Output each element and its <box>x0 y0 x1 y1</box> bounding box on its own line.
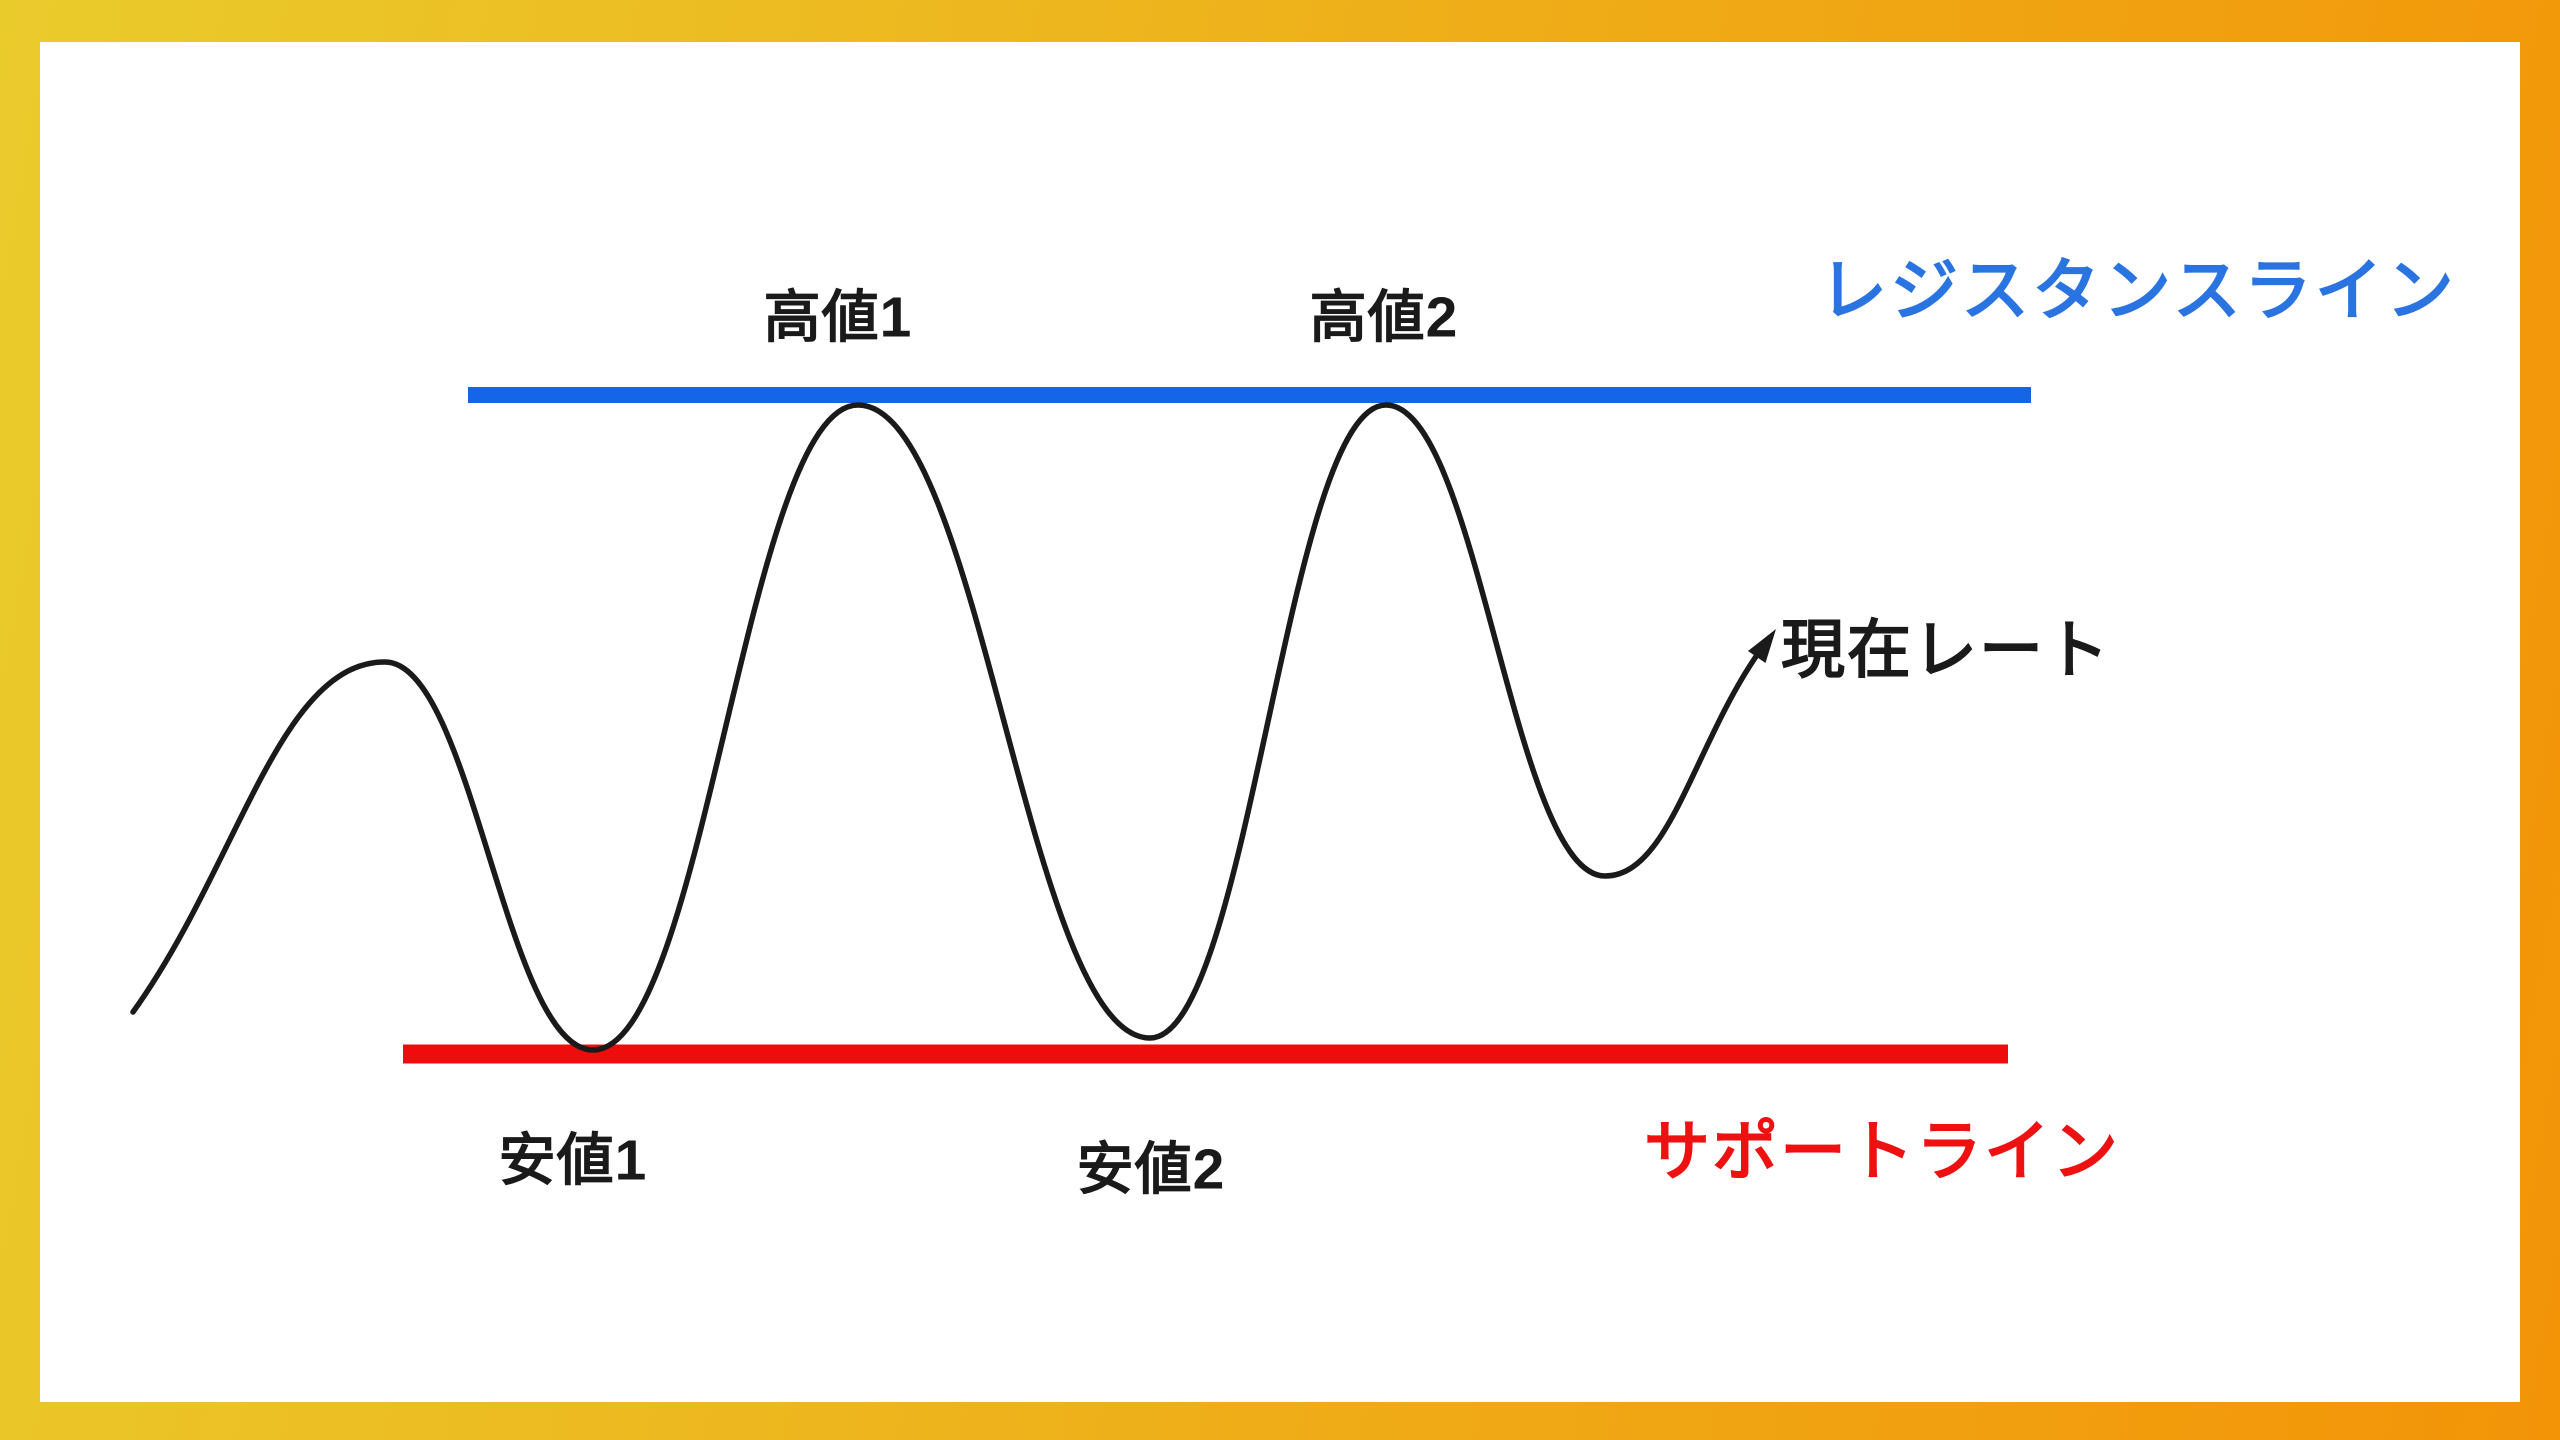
label-high1: 高値1 <box>763 285 913 350</box>
label-high2: 高値2 <box>1309 285 1459 350</box>
label-resistance-line: レジスタンスライン <box>1819 253 2457 329</box>
label-support-line: サポートライン <box>1644 1114 2120 1188</box>
label-current-rate: 現在レート <box>1781 614 2111 686</box>
label-low2: 安値2 <box>1076 1137 1226 1202</box>
label-low1: 安値1 <box>498 1128 648 1193</box>
diagram-canvas <box>40 42 2520 1402</box>
